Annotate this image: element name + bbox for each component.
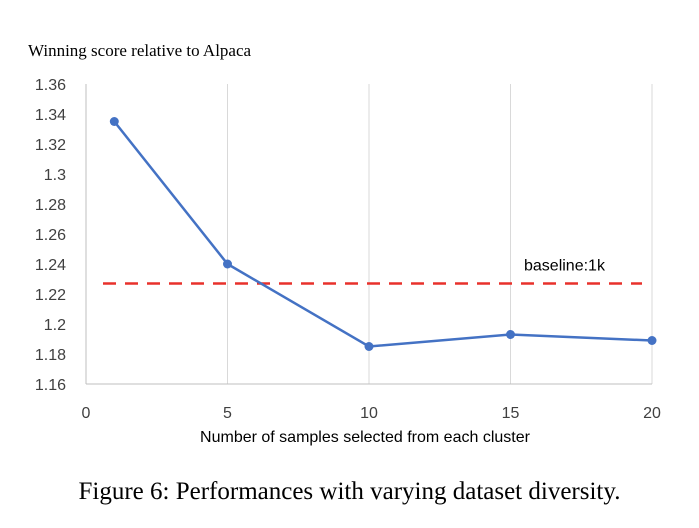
data-point: [223, 259, 232, 269]
y-tick-label: 1.3: [44, 167, 66, 184]
y-tick-label: 1.32: [35, 137, 66, 154]
y-tick-label: 1.26: [35, 227, 66, 244]
x-tick-label: 5: [223, 405, 232, 422]
gridlines: [227, 84, 653, 384]
y-tick-label: 1.2: [44, 317, 66, 334]
y-tick-label: 1.36: [35, 77, 66, 94]
y-tick-label: 1.18: [35, 347, 66, 364]
chart-title: Winning score relative to Alpaca: [28, 41, 252, 60]
series-line: [113, 120, 653, 348]
x-axis-ticks: 0 5 10 15 20: [82, 405, 661, 422]
data-point: [647, 336, 657, 345]
y-tick-label: 1.16: [35, 377, 66, 394]
y-tick-label: 1.34: [35, 107, 66, 124]
baseline-group: baseline:1k: [103, 258, 642, 285]
x-tick-label: 10: [360, 405, 378, 422]
x-tick-label: 20: [643, 405, 661, 422]
figure-caption: Figure 6: Performances with varying data…: [78, 478, 621, 505]
axes: [85, 84, 652, 385]
x-tick-label: 15: [502, 405, 520, 422]
y-tick-label: 1.22: [35, 287, 66, 304]
x-tick-label: 0: [82, 405, 91, 422]
data-point: [364, 342, 374, 351]
y-axis-ticks: 1.16 1.18 1.2 1.22 1.24 1.26 1.28 1.3 1.32 1.34 1.…: [35, 77, 66, 394]
data-point: [109, 117, 119, 126]
y-tick-label: 1.28: [35, 197, 66, 214]
x-axis-title: Number of samples selected from each clu…: [200, 429, 531, 446]
line-chart: Winning score relative to Alpaca 1.161.1…: [28, 41, 661, 446]
series-group: [109, 117, 657, 351]
y-tick-label: 1.24: [35, 257, 66, 274]
baseline-label: baseline:1k: [524, 258, 606, 275]
data-point: [506, 330, 515, 339]
